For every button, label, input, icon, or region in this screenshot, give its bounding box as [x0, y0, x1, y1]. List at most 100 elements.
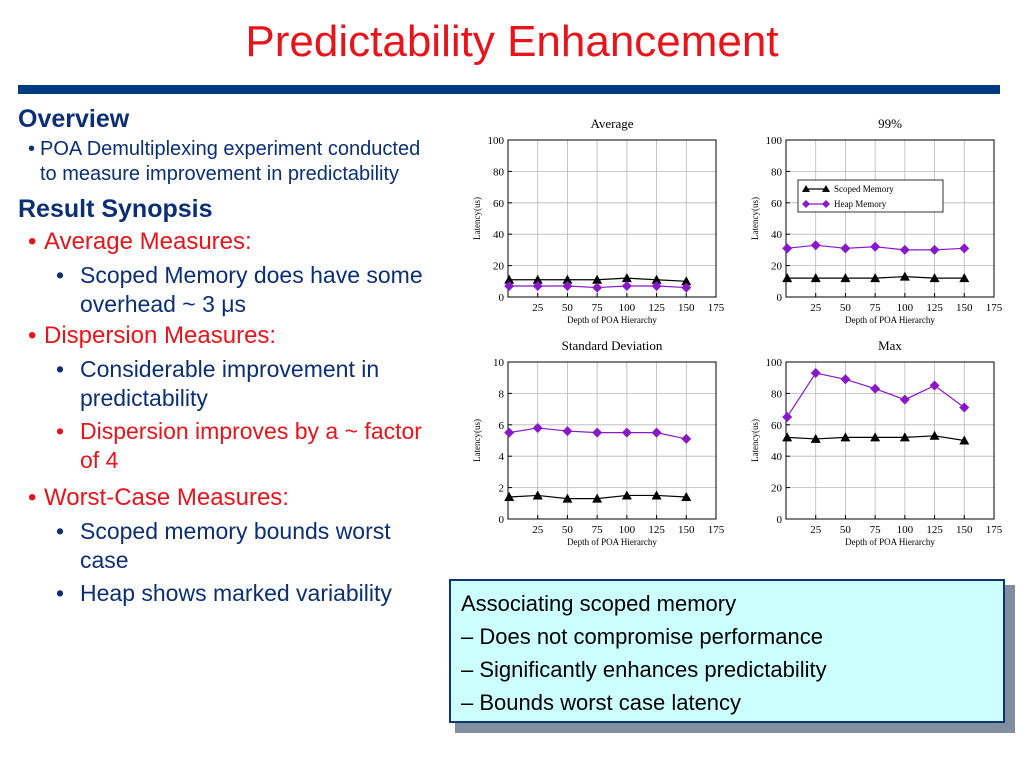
heap-memory-point — [592, 282, 603, 293]
y-tick-label: 20 — [493, 261, 505, 273]
y-axis-label: Latency(us) — [472, 197, 482, 240]
x-tick-label: 100 — [897, 302, 914, 314]
legend-label: Heap Memory — [834, 199, 887, 209]
summary-callout: Associating scoped memory – Does not com… — [449, 579, 1005, 723]
heap-memory-point — [810, 240, 821, 251]
heap-memory-point — [899, 394, 910, 405]
bullet-dot: • — [56, 356, 65, 382]
scoped-memory-point — [899, 432, 910, 442]
scoped-memory-point — [592, 493, 603, 503]
x-tick-label: 125 — [926, 302, 943, 314]
x-tick-label: 150 — [956, 524, 973, 536]
scoped-memory-point — [651, 274, 662, 284]
bullet-dot: • — [28, 228, 37, 255]
legend-marker — [802, 200, 810, 208]
y-tick-label: 80 — [771, 166, 783, 178]
y-axis-label: Latency(us) — [750, 197, 760, 240]
scoped-memory-point — [870, 273, 881, 283]
x-tick-label: 50 — [562, 524, 574, 536]
dispersion-item: • Considerable improvement in predictabi… — [18, 355, 438, 413]
scoped-memory-point — [929, 430, 940, 440]
bullet-dot: • — [28, 138, 36, 160]
y-tick-label: 40 — [771, 451, 783, 463]
heap-memory-point — [532, 281, 543, 292]
x-tick-label: 125 — [926, 524, 943, 536]
y-tick-label: 0 — [499, 514, 505, 526]
y-tick-label: 6 — [499, 420, 505, 432]
x-tick-label: 75 — [592, 524, 604, 536]
y-tick-label: 100 — [766, 357, 783, 369]
series-line-heap-memory — [786, 372, 965, 418]
heap-memory-point — [621, 427, 632, 438]
average-item-text: Scoped Memory does have some overhead ~ … — [80, 262, 423, 317]
scoped-memory-point — [959, 273, 970, 283]
scoped-memory-point — [840, 432, 851, 442]
y-tick-label: 0 — [499, 292, 505, 304]
x-axis-label: Depth of POA Hierarchy — [567, 315, 657, 325]
scoped-memory-point — [681, 492, 692, 502]
scoped-memory-point — [810, 433, 821, 443]
y-tick-label: 0 — [777, 292, 783, 304]
heap-memory-point — [504, 281, 515, 292]
chart-panel-0: 0 20 40 60 80 100 25 50 75 100 125 150 175 Average Dep… — [472, 116, 725, 325]
bullet-dot: • — [56, 518, 65, 544]
x-tick-label: 150 — [678, 302, 695, 314]
legend-label: Scoped Memory — [834, 184, 894, 194]
y-tick-label: 80 — [493, 166, 505, 178]
worst-case-item: • Scoped memory bounds worst case — [18, 517, 438, 575]
x-tick-label: 50 — [562, 302, 574, 314]
y-tick-label: 40 — [771, 229, 783, 241]
y-tick-label: 60 — [771, 420, 783, 432]
x-axis-label: Depth of POA Hierarchy — [845, 537, 935, 547]
overview-heading: Overview — [18, 105, 130, 133]
heap-memory-point — [929, 244, 940, 255]
scoped-memory-point — [840, 273, 851, 283]
heap-memory-point — [929, 380, 940, 391]
overview-bullet: • POA Demultiplexing experiment conducte… — [18, 137, 438, 187]
plot-frame — [507, 139, 717, 298]
heap-memory-point — [562, 426, 573, 437]
x-tick-label: 75 — [870, 524, 882, 536]
worst-case-measures-text: Worst-Case Measures: — [44, 484, 289, 511]
left-text-panel: Overview • POA Demultiplexing experiment… — [18, 103, 438, 608]
bullet-dot: • — [56, 262, 65, 288]
bullet-dot: • — [56, 418, 65, 444]
legend-marker — [802, 185, 810, 192]
scoped-memory-point — [562, 493, 573, 503]
x-tick-label: 125 — [648, 524, 665, 536]
x-tick-label: 100 — [897, 524, 914, 536]
scoped-memory-point — [899, 271, 910, 281]
x-tick-label: 175 — [708, 524, 725, 536]
chart-panel-1: 0 20 40 60 80 100 25 50 75 100 125 150 175 99% Depth o… — [750, 116, 1003, 325]
callout-line: Associating scoped memory — [461, 591, 737, 616]
scoped-memory-point — [504, 492, 515, 502]
y-tick-label: 100 — [488, 135, 505, 147]
bullet-dot: • — [56, 580, 65, 606]
scoped-memory-point — [959, 435, 970, 445]
scoped-memory-point — [562, 274, 573, 284]
y-tick-label: 10 — [493, 357, 505, 369]
heap-memory-point — [840, 374, 851, 385]
scoped-memory-point — [621, 490, 632, 500]
x-tick-label: 25 — [810, 524, 822, 536]
y-tick-label: 8 — [499, 388, 505, 400]
y-tick-label: 100 — [766, 135, 783, 147]
callout-line: – Bounds worst case latency — [461, 690, 742, 715]
x-tick-label: 175 — [986, 524, 1003, 536]
x-tick-label: 75 — [870, 302, 882, 314]
x-tick-label: 125 — [648, 302, 665, 314]
heap-memory-point — [681, 433, 692, 444]
x-tick-label: 100 — [619, 524, 636, 536]
x-tick-label: 150 — [956, 302, 973, 314]
y-axis-label: Latency(us) — [750, 419, 760, 462]
x-tick-label: 150 — [678, 524, 695, 536]
x-tick-label: 175 — [708, 302, 725, 314]
heap-memory-point — [681, 282, 692, 293]
heap-memory-point — [810, 367, 821, 378]
y-tick-label: 2 — [499, 483, 505, 495]
x-tick-label: 25 — [810, 302, 822, 314]
average-measures-text: Average Measures: — [44, 228, 252, 255]
y-tick-label: 60 — [493, 198, 505, 210]
y-tick-label: 20 — [771, 483, 783, 495]
heap-memory-point — [840, 243, 851, 254]
